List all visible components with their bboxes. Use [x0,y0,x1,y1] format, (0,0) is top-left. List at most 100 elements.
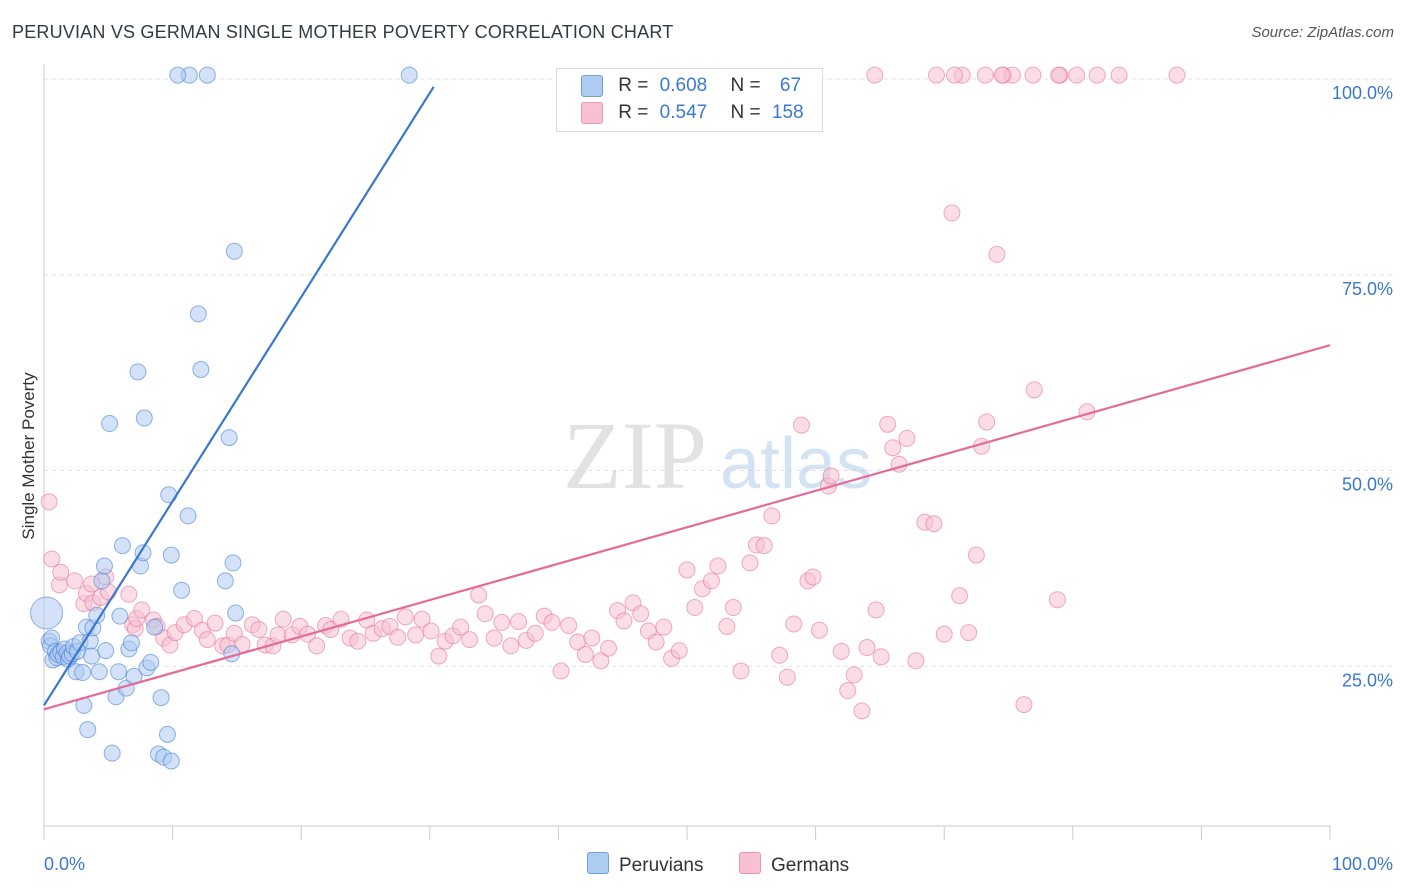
legend-r-label: R = [618,102,649,124]
trend-lines [43,86,1331,711]
watermark-zip: ZIP [563,402,707,509]
point-peruvians [95,557,113,575]
series-peruvians-points [30,66,418,770]
point-peruvians [74,664,92,682]
legend-r-value-peruvians: 0.608 [659,75,708,97]
point-germans [185,609,203,627]
point-peruvians [198,66,216,84]
point-germans [718,617,736,635]
y-tick-label: 50.0% [1342,475,1393,495]
point-germans [407,626,425,644]
legend-row-peruvians: R = 0.608 N = 67 [581,75,801,99]
y-axis-title: Single Mother Poverty [19,372,38,540]
point-germans [670,642,688,660]
point-germans [1110,66,1128,84]
point-germans [52,563,70,581]
point-peruvians [103,744,121,762]
point-peruvians [220,429,238,447]
point-germans [452,618,470,636]
point-germans [866,66,884,84]
point-peruvians [97,642,115,660]
point-germans [1024,66,1042,84]
point-peruvians [135,409,153,427]
x-tick-label-min: 0.0% [44,854,85,874]
point-germans [655,618,673,636]
point-peruvians [192,360,210,378]
bottom-legend-germans: Germans [739,852,849,877]
point-germans [430,647,448,665]
point-germans [493,613,511,631]
point-germans [845,666,863,684]
point-germans [470,586,488,604]
point-peruvians [173,581,191,599]
point-germans [709,557,727,575]
point-peruvians [169,66,187,84]
point-germans [1048,591,1066,609]
point-peruvians [93,572,111,590]
point-germans [198,631,216,649]
point-germans [907,652,925,670]
legend-n-value-peruvians: 67 [779,75,802,97]
y-tick-label: 100.0% [1332,83,1393,103]
point-germans [810,621,828,639]
point-germans [771,646,789,664]
bottom-legend-swatch-peruvians [587,852,609,874]
point-peruvians [79,721,97,739]
point-germans [461,631,479,649]
point-peruvians [111,607,129,625]
point-peruvians [189,305,207,323]
series-germans-points [40,66,1186,720]
legend-n-label: N = [730,75,761,97]
point-germans [702,572,720,590]
watermark: ZIP atlas [563,402,872,509]
bottom-legend-peruvians: Peruvians [587,852,704,877]
point-germans [632,605,650,623]
point-germans [476,605,494,623]
point-peruvians [400,66,418,84]
point-germans [853,702,871,720]
point-germans [1088,66,1106,84]
point-germans [945,66,963,84]
axis-labels: 25.0% 50.0% 75.0% 100.0% 0.0% 100.0% Single Mo… [19,83,1393,874]
legend-n-value-germans: 158 [771,102,804,124]
point-peruvians [101,415,119,433]
point-germans [396,608,414,626]
point-germans [678,561,696,579]
point-germans [560,617,578,635]
point-germans [755,537,773,555]
point-peruvians [90,663,108,681]
point-germans [925,515,943,533]
point-peruvians [83,647,101,665]
point-germans [583,629,601,647]
point-germans [935,625,953,643]
point-germans [133,601,151,619]
point-germans [543,613,561,631]
point-germans [822,467,840,485]
point-germans [349,632,367,650]
bottom-legend-label-peruvians: Peruvians [619,855,704,876]
point-germans [1015,696,1033,714]
point-germans [741,554,759,572]
point-germans [502,637,520,655]
point-germans [867,601,885,619]
point-germans [804,568,822,586]
point-germans [951,587,969,605]
point-germans [724,599,742,617]
legend-n-label: N = [730,102,761,124]
point-germans [274,610,292,628]
point-germans [1168,66,1186,84]
point-germans [576,646,594,664]
point-germans [872,648,890,666]
point-germans [1025,381,1043,399]
point-peruvians [129,363,147,381]
point-germans [686,599,704,617]
chart-title: PERUVIAN VS GERMAN SINGLE MOTHER POVERTY… [12,22,674,42]
gridlines [44,78,1392,667]
source-label: Source: ZipAtlas.com [1251,24,1394,41]
point-germans [600,639,618,657]
point-germans [763,507,781,525]
point-peruvians [113,537,131,555]
point-germans [66,572,84,590]
point-germans [976,66,994,84]
